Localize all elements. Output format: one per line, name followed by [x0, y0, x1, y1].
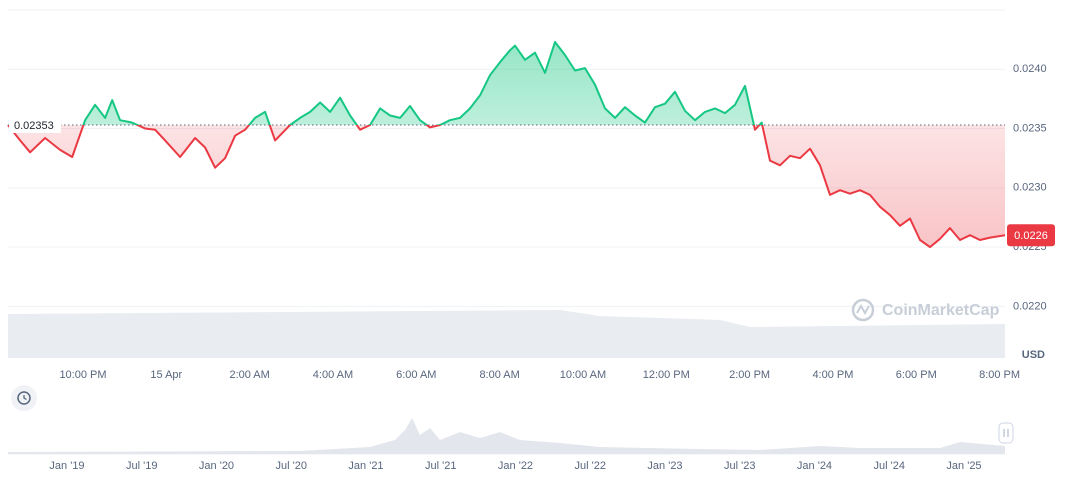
- navigator-label: Jul '24: [874, 460, 905, 472]
- x-tick-label: 15 Apr: [150, 369, 182, 381]
- x-tick-label: 2:00 AM: [229, 369, 269, 381]
- area-below: [8, 124, 1005, 248]
- x-tick-label: 12:00 PM: [643, 369, 690, 381]
- navigator-label: Jul '20: [276, 460, 307, 472]
- x-tick-label: 10:00 PM: [59, 369, 106, 381]
- area-above: [8, 42, 1005, 125]
- navigator-label: Jan '20: [199, 460, 234, 472]
- navigator-area: [8, 418, 1005, 454]
- last-price-tag: [1007, 224, 1055, 247]
- baseline-label: 0.02353: [14, 120, 54, 132]
- watermark: CoinMarketCap: [851, 298, 1000, 322]
- navigator-label: Jan '23: [647, 460, 682, 472]
- volume-area: [8, 310, 1005, 358]
- currency-label: USD: [1022, 349, 1045, 361]
- navigator-label: Jan '19: [49, 460, 84, 472]
- navigator-label: Jul '21: [425, 460, 456, 472]
- x-tick-label: 2:00 PM: [729, 369, 770, 381]
- baseline-label-bg: [9, 116, 61, 133]
- history-icon: [17, 391, 31, 405]
- x-tick-label: 4:00 PM: [812, 369, 853, 381]
- navigator-label: Jan '22: [498, 460, 533, 472]
- navigator-label: Jan '25: [946, 460, 981, 472]
- navigator-label: Jul '22: [575, 460, 606, 472]
- last-price-label: 0.0226: [1014, 230, 1048, 242]
- x-tick-label: 8:00 PM: [979, 369, 1020, 381]
- x-tick-label: 10:00 AM: [560, 369, 606, 381]
- x-tick-label: 6:00 PM: [896, 369, 937, 381]
- x-tick-label: 4:00 AM: [313, 369, 353, 381]
- watermark-text: CoinMarketCap: [882, 302, 1000, 319]
- navigator-handle[interactable]: [998, 422, 1014, 444]
- x-tick-label: 8:00 AM: [479, 369, 519, 381]
- navigator: [8, 385, 1014, 455]
- navigator-label: Jan '21: [348, 460, 383, 472]
- price-line-down: [7, 124, 1005, 249]
- navigator-label: Jan '24: [797, 460, 832, 472]
- navigator-label: Jul '19: [126, 460, 157, 472]
- y-tick-label: 0.0235: [1013, 122, 1047, 134]
- navigator-label: Jul '23: [724, 460, 755, 472]
- y-tick-label: 0.0220: [1013, 300, 1047, 312]
- history-icon-hand: [23, 395, 27, 401]
- y-tick-label: 0.0240: [1013, 63, 1047, 75]
- y-tick-label: 0.0230: [1013, 182, 1047, 194]
- price-line-up: [8, 41, 764, 125]
- x-tick-label: 6:00 AM: [396, 369, 436, 381]
